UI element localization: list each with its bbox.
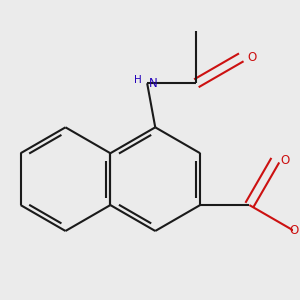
Text: O: O: [290, 224, 299, 238]
Text: O: O: [280, 154, 289, 167]
Text: N: N: [149, 77, 158, 90]
Text: O: O: [248, 51, 257, 64]
Text: H: H: [134, 75, 141, 85]
